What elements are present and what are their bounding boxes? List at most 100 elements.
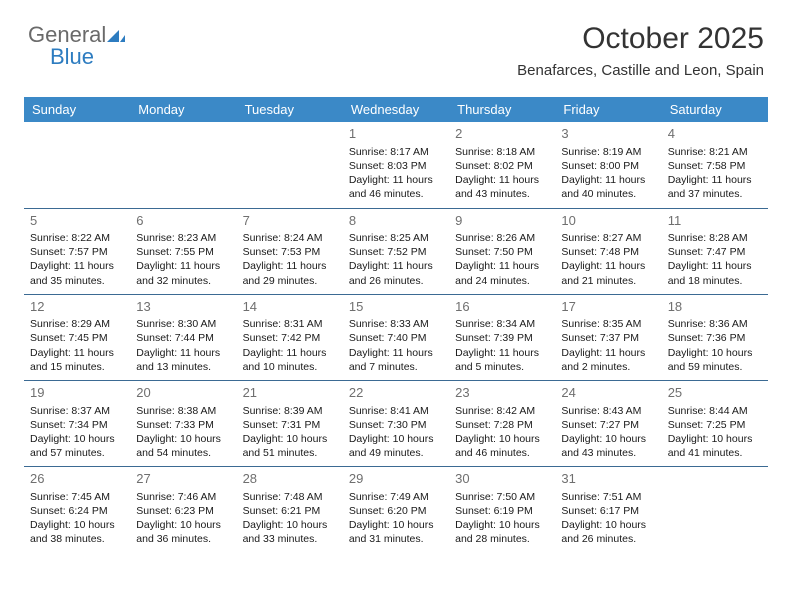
sunrise-text: Sunrise: 7:49 AM bbox=[349, 490, 443, 504]
day-number: 23 bbox=[455, 384, 549, 402]
sunrise-text: Sunrise: 8:37 AM bbox=[30, 404, 124, 418]
sunrise-text: Sunrise: 8:27 AM bbox=[561, 231, 655, 245]
daylight-text: Daylight: 11 hours and 24 minutes. bbox=[455, 259, 549, 287]
daylight-text: Daylight: 10 hours and 51 minutes. bbox=[243, 432, 337, 460]
sunrise-text: Sunrise: 8:23 AM bbox=[136, 231, 230, 245]
day-number: 30 bbox=[455, 470, 549, 488]
daylight-text: Daylight: 10 hours and 49 minutes. bbox=[349, 432, 443, 460]
sunrise-text: Sunrise: 8:33 AM bbox=[349, 317, 443, 331]
sunrise-text: Sunrise: 8:18 AM bbox=[455, 145, 549, 159]
day-number: 8 bbox=[349, 212, 443, 230]
sunset-text: Sunset: 7:48 PM bbox=[561, 245, 655, 259]
calendar-week-row: 19Sunrise: 8:37 AMSunset: 7:34 PMDayligh… bbox=[24, 380, 768, 466]
daylight-text: Daylight: 10 hours and 26 minutes. bbox=[561, 518, 655, 546]
day-number: 1 bbox=[349, 125, 443, 143]
calendar-cell: 18Sunrise: 8:36 AMSunset: 7:36 PMDayligh… bbox=[662, 294, 768, 380]
sunset-text: Sunset: 6:19 PM bbox=[455, 504, 549, 518]
day-number: 28 bbox=[243, 470, 337, 488]
sunset-text: Sunset: 7:36 PM bbox=[668, 331, 762, 345]
daylight-text: Daylight: 11 hours and 10 minutes. bbox=[243, 346, 337, 374]
day-number: 6 bbox=[136, 212, 230, 230]
sunset-text: Sunset: 7:58 PM bbox=[668, 159, 762, 173]
day-number: 20 bbox=[136, 384, 230, 402]
day-number: 13 bbox=[136, 298, 230, 316]
day-number: 31 bbox=[561, 470, 655, 488]
daylight-text: Daylight: 11 hours and 21 minutes. bbox=[561, 259, 655, 287]
sunset-text: Sunset: 6:17 PM bbox=[561, 504, 655, 518]
logo-sail-icon bbox=[107, 24, 125, 46]
sunrise-text: Sunrise: 8:43 AM bbox=[561, 404, 655, 418]
sunset-text: Sunset: 7:37 PM bbox=[561, 331, 655, 345]
daylight-text: Daylight: 10 hours and 59 minutes. bbox=[668, 346, 762, 374]
daylight-text: Daylight: 10 hours and 28 minutes. bbox=[455, 518, 549, 546]
day-number: 26 bbox=[30, 470, 124, 488]
sunrise-text: Sunrise: 8:19 AM bbox=[561, 145, 655, 159]
day-number: 14 bbox=[243, 298, 337, 316]
calendar-cell: 27Sunrise: 7:46 AMSunset: 6:23 PMDayligh… bbox=[130, 467, 236, 553]
calendar-header-row: SundayMondayTuesdayWednesdayThursdayFrid… bbox=[24, 97, 768, 122]
sunset-text: Sunset: 7:27 PM bbox=[561, 418, 655, 432]
calendar-week-row: 26Sunrise: 7:45 AMSunset: 6:24 PMDayligh… bbox=[24, 467, 768, 553]
daylight-text: Daylight: 11 hours and 32 minutes. bbox=[136, 259, 230, 287]
sunrise-text: Sunrise: 8:38 AM bbox=[136, 404, 230, 418]
calendar-cell: 16Sunrise: 8:34 AMSunset: 7:39 PMDayligh… bbox=[449, 294, 555, 380]
sunset-text: Sunset: 8:03 PM bbox=[349, 159, 443, 173]
calendar-cell: 22Sunrise: 8:41 AMSunset: 7:30 PMDayligh… bbox=[343, 380, 449, 466]
calendar-cell: 24 Sunrise: 8:43 AMSunset: 7:27 PMDayligh… bbox=[555, 380, 661, 466]
daylight-text: Daylight: 10 hours and 41 minutes. bbox=[668, 432, 762, 460]
day-header: Monday bbox=[130, 97, 236, 122]
calendar-body: 1 Sunrise: 8:17 AMSunset: 8:03 PM Daylight… bbox=[24, 122, 768, 553]
calendar-cell: 6Sunrise: 8:23 AMSunset: 7:55 PMDaylight… bbox=[130, 208, 236, 294]
calendar-cell: 10Sunrise: 8:27 AMSunset: 7:48 PMDayligh… bbox=[555, 208, 661, 294]
calendar-cell: 7Sunrise: 8:24 AMSunset: 7:53 PMDaylight… bbox=[237, 208, 343, 294]
calendar-cell: 8Sunrise: 8:25 AMSunset: 7:52 PMDaylight… bbox=[343, 208, 449, 294]
sunrise-text: Sunrise: 8:39 AM bbox=[243, 404, 337, 418]
day-header: Tuesday bbox=[237, 97, 343, 122]
daylight-text: Daylight: 11 hours and 35 minutes. bbox=[30, 259, 124, 287]
sunset-text: Sunset: 7:53 PM bbox=[243, 245, 337, 259]
sunset-text: Sunset: 8:02 PM bbox=[455, 159, 549, 173]
sunset-text: Sunset: 7:34 PM bbox=[30, 418, 124, 432]
sunset-text: Sunset: 7:31 PM bbox=[243, 418, 337, 432]
sunrise-text: Sunrise: 8:17 AM bbox=[349, 145, 443, 159]
calendar-cell: 28Sunrise: 7:48 AMSunset: 6:21 PMDayligh… bbox=[237, 467, 343, 553]
sunrise-text: Sunrise: 8:36 AM bbox=[668, 317, 762, 331]
daylight-text: Daylight: 11 hours and 40 minutes. bbox=[561, 173, 655, 201]
sunrise-text: Sunrise: 7:50 AM bbox=[455, 490, 549, 504]
sunrise-text: Sunrise: 8:28 AM bbox=[668, 231, 762, 245]
day-number: 29 bbox=[349, 470, 443, 488]
sunrise-text: Sunrise: 8:35 AM bbox=[561, 317, 655, 331]
sunrise-text: Sunrise: 8:31 AM bbox=[243, 317, 337, 331]
sunset-text: Sunset: 7:44 PM bbox=[136, 331, 230, 345]
logo-text: General Blue bbox=[28, 22, 125, 68]
sunset-text: Sunset: 7:47 PM bbox=[668, 245, 762, 259]
calendar-cell: 15Sunrise: 8:33 AMSunset: 7:40 PMDayligh… bbox=[343, 294, 449, 380]
day-number: 9 bbox=[455, 212, 549, 230]
sunset-text: Sunset: 7:50 PM bbox=[455, 245, 549, 259]
sunset-text: Sunset: 6:20 PM bbox=[349, 504, 443, 518]
daylight-text: Daylight: 11 hours and 37 minutes. bbox=[668, 173, 762, 201]
calendar-cell: 9Sunrise: 8:26 AMSunset: 7:50 PMDaylight… bbox=[449, 208, 555, 294]
sunrise-text: Sunrise: 8:21 AM bbox=[668, 145, 762, 159]
daylight-text: Daylight: 10 hours and 57 minutes. bbox=[30, 432, 124, 460]
calendar-cell: 12Sunrise: 8:29 AMSunset: 7:45 PMDayligh… bbox=[24, 294, 130, 380]
sunset-text: Sunset: 7:55 PM bbox=[136, 245, 230, 259]
sunrise-text: Sunrise: 7:51 AM bbox=[561, 490, 655, 504]
day-number: 7 bbox=[243, 212, 337, 230]
header: General Blue October 2025 Benafarces, Ca… bbox=[0, 0, 792, 85]
day-header: Wednesday bbox=[343, 97, 449, 122]
calendar-cell: 5Sunrise: 8:22 AMSunset: 7:57 PMDaylight… bbox=[24, 208, 130, 294]
sunset-text: Sunset: 7:30 PM bbox=[349, 418, 443, 432]
calendar-cell: 23Sunrise: 8:42 AMSunset: 7:28 PMDayligh… bbox=[449, 380, 555, 466]
sunrise-text: Sunrise: 8:30 AM bbox=[136, 317, 230, 331]
daylight-text: Daylight: 11 hours and 13 minutes. bbox=[136, 346, 230, 374]
day-number: 24 bbox=[561, 384, 655, 402]
sunset-text: Sunset: 7:33 PM bbox=[136, 418, 230, 432]
day-number: 16 bbox=[455, 298, 549, 316]
daylight-text: Daylight: 10 hours and 46 minutes. bbox=[455, 432, 549, 460]
daylight-text: Daylight: 11 hours and 43 minutes. bbox=[455, 173, 549, 201]
calendar-cell: 30 Sunrise: 7:50 AMSunset: 6:19 PMDayligh… bbox=[449, 467, 555, 553]
sunrise-text: Sunrise: 8:22 AM bbox=[30, 231, 124, 245]
daylight-text: Daylight: 10 hours and 43 minutes. bbox=[561, 432, 655, 460]
sunset-text: Sunset: 7:40 PM bbox=[349, 331, 443, 345]
